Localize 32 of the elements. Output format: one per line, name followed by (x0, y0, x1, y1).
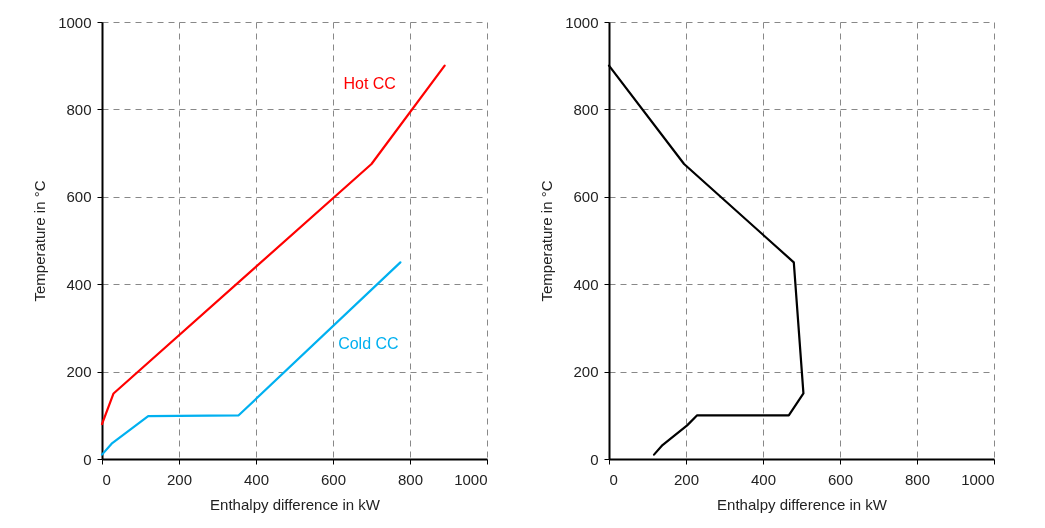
x-tick-label: 800 (904, 470, 931, 488)
y-tick-label: 1000 (58, 13, 92, 31)
y-tick-label: 1000 (565, 13, 599, 31)
x-axis-title: Enthalpy difference in kW (210, 495, 381, 513)
series-label: Cold CC (338, 335, 399, 353)
y-axis-title: Temperature in °C (31, 180, 49, 302)
y-tick-label: 400 (573, 275, 599, 293)
x-tick-label: 400 (243, 470, 270, 488)
y-tick-label: 200 (66, 363, 92, 381)
line-series (100, 261, 402, 456)
y-tick-label: 600 (573, 188, 599, 206)
line-series (100, 64, 446, 426)
y-tick-label: 0 (83, 450, 92, 468)
x-axis-title: Enthalpy difference in kW (717, 495, 888, 513)
y-tick-label: 800 (66, 100, 92, 118)
y-tick-label: 800 (573, 100, 599, 118)
x-tick-label: 400 (750, 470, 777, 488)
x-tick-label: 0 (102, 470, 111, 488)
y-tick-label: 600 (66, 188, 92, 206)
x-tick-label: 800 (397, 470, 424, 488)
x-tick-label: 200 (166, 470, 193, 488)
y-tick-label: 400 (66, 275, 92, 293)
x-tick-label: 1000 (961, 470, 995, 488)
x-tick-label: 1000 (454, 470, 488, 488)
x-tick-label: 200 (673, 470, 700, 488)
x-tick-label: 600 (827, 470, 854, 488)
x-tick-label: 0 (609, 470, 618, 488)
y-axis-title: Temperature in °C (538, 180, 556, 302)
y-tick-label: 0 (590, 450, 599, 468)
series-label: Hot CC (343, 74, 396, 92)
y-tick-label: 200 (573, 363, 599, 381)
x-tick-label: 600 (320, 470, 347, 488)
